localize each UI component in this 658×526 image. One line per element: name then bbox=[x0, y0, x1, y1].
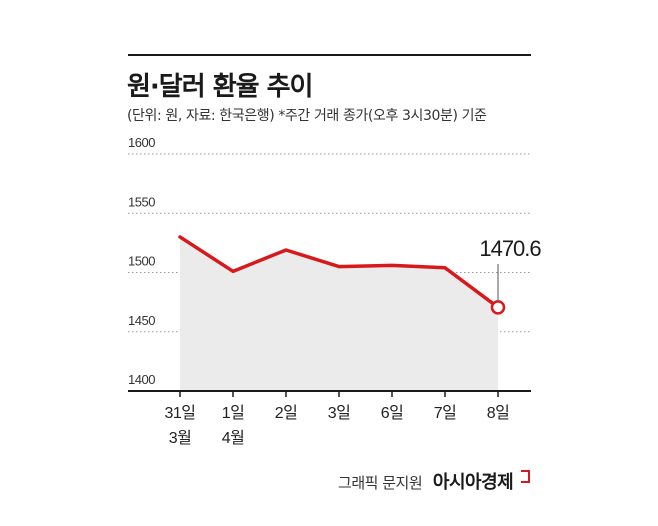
y-tick-label: 1500 bbox=[128, 254, 155, 269]
area-layer bbox=[180, 236, 498, 391]
credit-graphic: 그래픽 문지원 bbox=[338, 474, 423, 492]
y-tick-label: 1400 bbox=[128, 372, 155, 387]
brand-logo-icon bbox=[521, 470, 530, 483]
axis-layer bbox=[128, 390, 531, 397]
x-tick-label-day: 7일 bbox=[434, 404, 457, 422]
top-rule bbox=[128, 54, 531, 56]
x-tick-label-day: 1일 bbox=[222, 404, 245, 422]
last-point-marker bbox=[490, 300, 506, 315]
x-tick-label-month: 3월 bbox=[169, 429, 192, 447]
y-tick-label: 1450 bbox=[128, 313, 155, 328]
credit: 그래픽 문지원 아시아경제 bbox=[338, 468, 530, 494]
annotation-label: 1470.6 bbox=[479, 236, 541, 261]
chart-title: 원·달러 환율 추이 bbox=[127, 72, 313, 102]
x-tick-label-day: 31일 bbox=[164, 404, 195, 422]
label-layer: 1600 1550 1500 1450 1400 31일 3월 1일 4월 2일 3일 6일 7일 8일 1… bbox=[128, 135, 542, 447]
credit-brand: 아시아경제 bbox=[432, 472, 514, 493]
area-fill bbox=[180, 236, 498, 391]
x-tick-label-day: 2일 bbox=[275, 404, 298, 422]
x-tick-label-day: 6일 bbox=[381, 404, 404, 422]
y-tick-label: 1550 bbox=[128, 194, 155, 209]
y-tick-label: 1600 bbox=[128, 135, 155, 150]
x-tick-label-day: 8일 bbox=[487, 404, 510, 422]
line-layer bbox=[178, 235, 506, 315]
x-tick-label-day: 3일 bbox=[328, 404, 351, 422]
chart-subtitle: (단위: 원, 자료: 한국은행) *주간 거래 종가(오후 3시30분) 기준 bbox=[127, 108, 487, 124]
x-tick-label-month: 4월 bbox=[222, 429, 245, 447]
